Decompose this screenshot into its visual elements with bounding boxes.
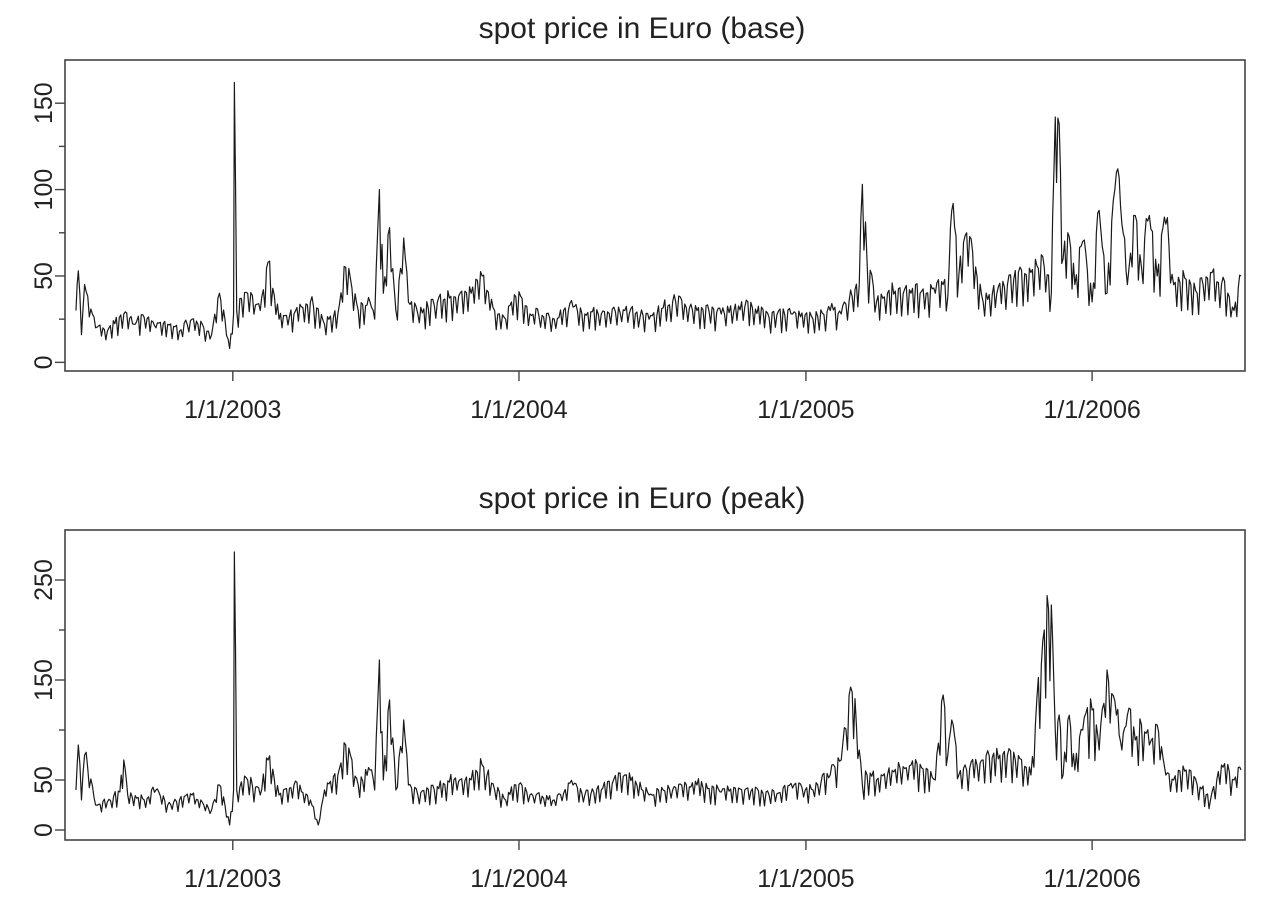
x-tick-label: 1/1/2005: [757, 396, 854, 424]
y-tick-label: 250: [30, 559, 58, 601]
base-price-panel: spot price in Euro (base) 0 50 100 150 1/1/…: [30, 12, 1245, 424]
y-tick-label: 50: [30, 262, 58, 290]
y-axis-peak: 0 50 150 250: [30, 559, 65, 837]
series-line-base: [76, 82, 1241, 348]
chart-title-base: spot price in Euro (base): [479, 12, 806, 45]
plot-frame-peak: [65, 530, 1245, 840]
y-tick-label: 0: [30, 355, 58, 369]
y-tick-label: 50: [30, 766, 58, 794]
y-axis-base: 0 50 100 150: [30, 82, 65, 369]
x-tick-label: 1/1/2006: [1043, 396, 1140, 424]
x-tick-label: 1/1/2003: [184, 396, 281, 424]
y-tick-label: 150: [30, 659, 58, 701]
peak-price-panel: spot price in Euro (peak) 0 50 150 250 1/1/…: [30, 482, 1245, 893]
x-tick-label: 1/1/2004: [470, 865, 567, 893]
x-tick-label: 1/1/2005: [757, 865, 854, 893]
series-line-peak: [76, 552, 1241, 825]
x-axis-base: 1/1/2003 1/1/2004 1/1/2005 1/1/2006: [184, 371, 1141, 424]
y-tick-label: 100: [30, 169, 58, 211]
x-tick-label: 1/1/2003: [184, 865, 281, 893]
x-tick-label: 1/1/2006: [1043, 865, 1140, 893]
y-tick-label: 150: [30, 82, 58, 124]
y-tick-label: 0: [30, 823, 58, 837]
chart-title-peak: spot price in Euro (peak): [479, 482, 806, 515]
x-axis-peak: 1/1/2003 1/1/2004 1/1/2005 1/1/2006: [184, 840, 1141, 893]
x-tick-label: 1/1/2004: [470, 396, 567, 424]
